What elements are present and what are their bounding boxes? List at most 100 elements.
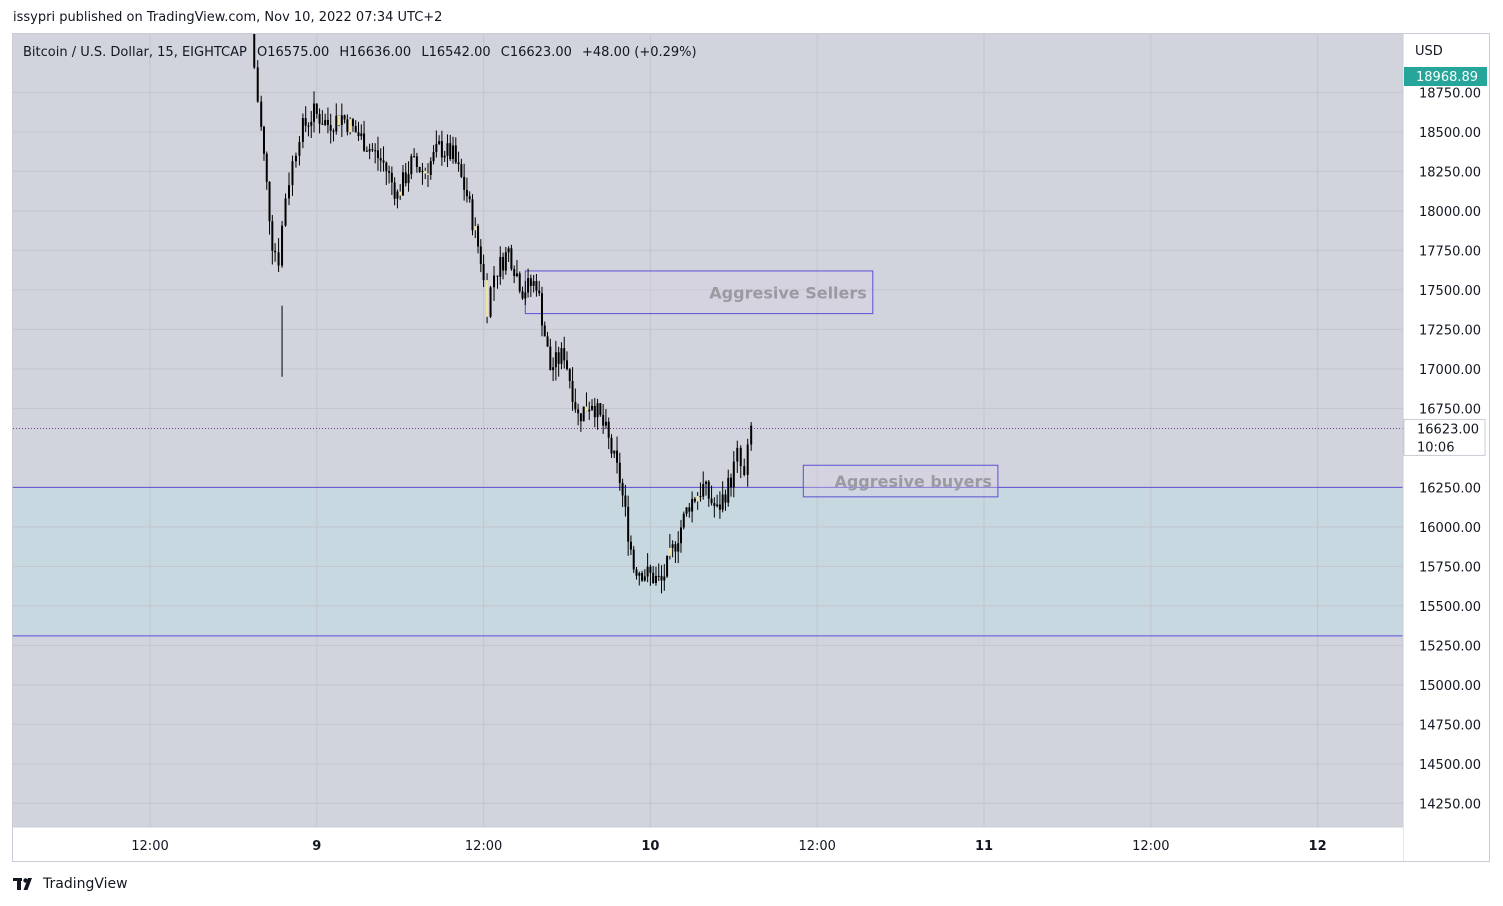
candle-body xyxy=(260,101,263,127)
candle-body xyxy=(588,409,591,412)
candle-body xyxy=(349,119,352,133)
candle-body xyxy=(618,462,621,483)
candle-body xyxy=(499,256,502,277)
candle-body xyxy=(340,115,343,126)
candle-body xyxy=(504,252,507,271)
candle-body xyxy=(281,225,284,266)
time-tick-label: 12:00 xyxy=(798,839,835,854)
candle-body xyxy=(435,143,438,153)
candle-body xyxy=(538,290,541,294)
candle-body xyxy=(535,281,538,291)
candle-body xyxy=(549,346,552,371)
plot-background[interactable] xyxy=(13,34,1403,827)
candle-body xyxy=(382,160,385,163)
candle-body xyxy=(429,161,432,175)
candle-body xyxy=(579,413,582,422)
candle-body xyxy=(515,273,518,277)
candle-body xyxy=(274,250,277,253)
candle-body xyxy=(401,172,404,196)
candle-body xyxy=(593,405,596,418)
price-tick-label: 17750.00 xyxy=(1419,244,1481,259)
candle-body xyxy=(718,504,721,510)
candle-body xyxy=(643,576,646,581)
candle-body xyxy=(301,118,304,142)
candle-body xyxy=(666,555,669,577)
candle-body xyxy=(271,221,274,251)
top-price-badge-text: 18968.89 xyxy=(1416,70,1478,85)
candle-body xyxy=(746,444,749,475)
candle-body xyxy=(262,126,265,154)
candle-body xyxy=(641,573,644,581)
candle-body xyxy=(540,293,543,326)
candle-body xyxy=(699,495,702,497)
candle-body xyxy=(688,507,691,512)
candle-body xyxy=(732,461,735,488)
time-axis-panel[interactable] xyxy=(13,827,1403,861)
candle-body xyxy=(493,275,496,288)
candle-body xyxy=(454,145,457,163)
candle-body xyxy=(376,150,379,159)
time-tick-label: 12 xyxy=(1309,839,1327,854)
candle-body xyxy=(727,477,730,503)
candle-body xyxy=(582,406,585,422)
candle-body xyxy=(388,171,391,173)
candle-body xyxy=(418,167,421,173)
candle-body xyxy=(329,125,332,131)
chart-frame[interactable]: Aggresive Sellers Aggresive buyers USD 1896… xyxy=(12,33,1490,862)
candle-body xyxy=(256,67,259,102)
candle-body xyxy=(702,483,705,497)
candle-body xyxy=(721,494,724,510)
chart-canvas[interactable]: Aggresive Sellers Aggresive buyers USD 1896… xyxy=(13,34,1489,861)
candle-body xyxy=(324,119,327,125)
candle-body xyxy=(750,425,753,445)
price-tick-label: 15750.00 xyxy=(1419,560,1481,575)
candle-body xyxy=(602,414,605,426)
candle-body xyxy=(338,115,341,126)
candle-body xyxy=(527,278,530,293)
close-value: C16623.00 xyxy=(500,45,572,60)
price-tick-label: 17250.00 xyxy=(1419,323,1481,338)
candle-body xyxy=(621,482,624,496)
candle-body xyxy=(374,150,377,152)
candle-body xyxy=(668,547,671,556)
tradingview-logo-icon xyxy=(13,878,32,890)
candle-body xyxy=(489,287,492,317)
candle-body xyxy=(577,409,580,414)
candle-body xyxy=(610,437,613,454)
sellers-zone[interactable] xyxy=(524,270,874,315)
candle-body xyxy=(410,156,413,175)
candle-body xyxy=(613,450,616,454)
candle-body xyxy=(457,162,460,165)
candle-body xyxy=(446,143,449,156)
candle-body xyxy=(465,189,468,197)
candle-body xyxy=(521,291,524,299)
candle-body xyxy=(596,403,599,418)
candle-body xyxy=(543,325,546,337)
last-price-badge xyxy=(1403,418,1486,456)
top-price-badge xyxy=(1404,67,1487,86)
candle-body xyxy=(674,544,677,552)
support-band xyxy=(13,487,1403,636)
candle-body xyxy=(438,141,441,144)
price-tick-label: 16000.00 xyxy=(1419,521,1481,536)
price-tick-label: 18000.00 xyxy=(1419,205,1481,220)
candle-body xyxy=(552,367,555,371)
candle-body xyxy=(532,281,535,286)
candle-body xyxy=(591,405,594,410)
price-tick-label: 14250.00 xyxy=(1419,797,1481,812)
candle-body xyxy=(268,181,271,222)
candle-body xyxy=(518,273,521,292)
price-tick-label: 14500.00 xyxy=(1419,758,1481,773)
candle-body xyxy=(354,126,357,133)
candle-body xyxy=(390,172,393,183)
price-tick-label: 17000.00 xyxy=(1419,363,1481,378)
tradingview-logo[interactable]: TradingView xyxy=(13,876,128,892)
time-tick-label: 12:00 xyxy=(465,839,502,854)
candle-body xyxy=(482,264,485,281)
high-value: H16636.00 xyxy=(339,45,412,60)
candle-body xyxy=(277,252,280,266)
candle-body xyxy=(724,494,727,503)
symbol-label[interactable]: Bitcoin / U.S. Dollar, 15, EIGHTCAP xyxy=(23,45,247,60)
candle-body xyxy=(627,506,630,542)
buyers-zone[interactable] xyxy=(802,464,999,498)
